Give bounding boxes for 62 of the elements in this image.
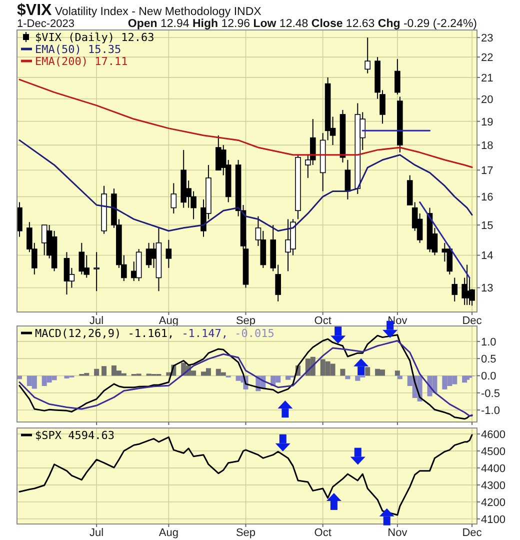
y-tick-label: 15 <box>481 220 494 232</box>
x-tick-label: Oct <box>314 315 332 327</box>
x-tick-label: Dec <box>462 315 482 327</box>
y-tick-label: 21 <box>481 72 494 84</box>
y-tick-label: 4500 <box>481 446 506 458</box>
y-tick-label: 23 <box>481 32 494 45</box>
legend-label: $VIX (Daily) 12.63 <box>35 31 154 44</box>
bar <box>102 366 107 376</box>
y-tick-label: 19 <box>481 116 494 128</box>
line-series <box>18 139 473 232</box>
y-tick-label: 22 <box>481 52 494 64</box>
bar <box>340 368 346 376</box>
y-tick-label: 4200 <box>481 496 506 509</box>
bar <box>16 376 22 380</box>
y-tick-label: 14 <box>481 250 494 262</box>
y-tick-label: 0.5 <box>481 354 496 366</box>
legend-label: EMA(50) 15.35 <box>35 43 122 56</box>
bar <box>345 376 350 380</box>
bar <box>397 376 402 380</box>
text: -0.015 <box>234 327 274 340</box>
x-tick-label: Aug <box>158 527 178 539</box>
legend-label: $SPX 4594.63 <box>35 429 114 442</box>
candlestick <box>344 159 351 200</box>
x-tick-label: Nov <box>388 527 408 539</box>
x-tick-label: Sep <box>236 527 256 539</box>
chart-title: $VIX Volatility Index - New Methodology INDX <box>17 2 262 19</box>
x-tick-label: Jul <box>90 527 104 539</box>
x-tick-label: Oct <box>314 527 332 539</box>
text: Open 12.94 High 12.96 Low 12.48 Close 12.63 Chg -0.29 (-2.24%) <box>128 18 477 30</box>
candlestick <box>146 242 152 268</box>
series-label: -1.147, <box>182 327 228 340</box>
candlestick <box>452 277 458 302</box>
chart-subtitle: 1-Dec-2023 <box>17 18 74 30</box>
bar <box>94 368 100 376</box>
y-tick-label: 4400 <box>481 462 506 475</box>
candlestick <box>166 239 172 268</box>
bar <box>394 370 400 376</box>
legend-label: MACD(12,26,9) -1.161, <box>35 327 174 340</box>
x-tick-label: Aug <box>158 315 178 327</box>
y-tick-label: -1.0 <box>481 405 500 417</box>
legend-label: EMA(200) 17.11 <box>35 55 128 68</box>
x-tick-label: Sep <box>236 315 256 327</box>
bar <box>286 376 291 380</box>
y-tick-label: 0.0 <box>481 370 496 383</box>
y-tick-label: 1.0 <box>481 336 496 348</box>
y-tick-label: 17 <box>481 165 494 178</box>
y-tick-label: 13 <box>481 282 494 295</box>
y-tick-label: 4100 <box>481 514 506 526</box>
y-tick-label: 4600 <box>481 428 506 441</box>
candlestick <box>170 182 177 214</box>
y-tick-label: 16 <box>481 192 494 204</box>
x-tick-label: Dec <box>462 527 482 539</box>
y-tick-label: 4300 <box>481 480 506 492</box>
x-tick-label: Jul <box>90 315 104 327</box>
bar <box>236 376 241 381</box>
y-tick-label: 18 <box>481 140 494 152</box>
y-tick-label: 20 <box>481 94 494 106</box>
candlestick <box>94 252 100 292</box>
candlestick <box>394 58 400 95</box>
line-series <box>18 78 473 168</box>
candlestick <box>364 37 370 74</box>
y-tick-label: -0.5 <box>481 388 500 400</box>
